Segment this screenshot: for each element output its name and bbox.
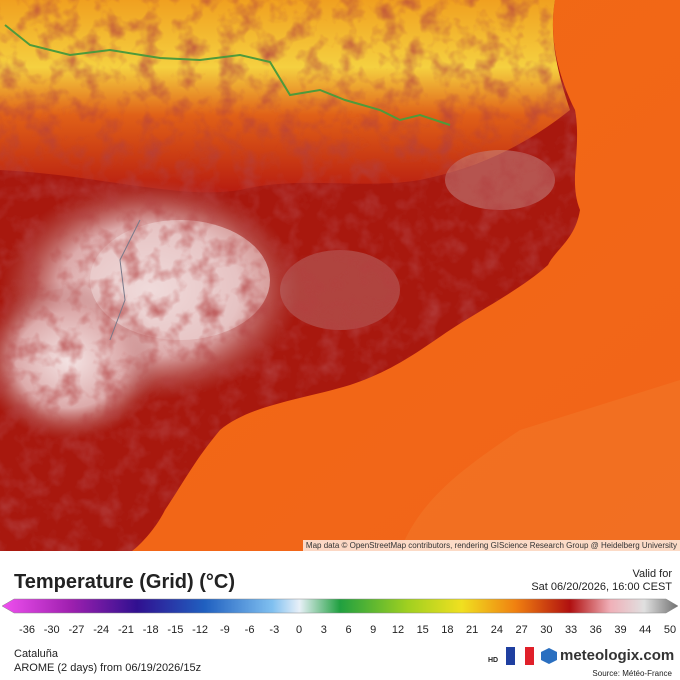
colorbar-tick-label: -27 — [69, 624, 85, 636]
region: Cataluña — [14, 648, 59, 660]
colorbar-tick-label: 24 — [491, 624, 503, 636]
colorbar-tick-label: 44 — [639, 624, 651, 636]
title: Temperature (Grid) (°C) — [14, 571, 235, 593]
colorbar-tick-label: 30 — [540, 624, 552, 636]
colorbar-tick-label: 15 — [417, 624, 429, 636]
colorbar-tick-label: 12 — [392, 624, 404, 636]
colorbar-tick-label: -30 — [44, 624, 60, 636]
hd-label: HD — [488, 657, 499, 664]
valid-time: Sat 06/20/2026, 16:00 CEST — [531, 581, 672, 593]
colorbar-tick-label: 21 — [466, 624, 478, 636]
colorbar-tick-label: 50 — [664, 624, 676, 636]
flag-icon — [506, 647, 534, 665]
temperature-map — [0, 0, 680, 551]
colorbar-tick-label: 6 — [345, 624, 351, 636]
colorbar-tick-label: -21 — [118, 624, 134, 636]
colorbar-tick-label: -9 — [220, 624, 230, 636]
colorbar-tick-label: -24 — [93, 624, 109, 636]
brand-icon — [541, 648, 557, 664]
model-run: AROME (2 days) from 06/19/2026/15z — [14, 662, 202, 674]
valid-label: Valid for — [632, 568, 672, 580]
colorbar-tick-label: -18 — [143, 624, 159, 636]
colorbar-tick-label: 9 — [370, 624, 376, 636]
brand[interactable]: meteologix.com — [560, 647, 675, 664]
colorbar-tick-label: -12 — [192, 624, 208, 636]
colorbar-tick-label: -15 — [167, 624, 183, 636]
colorbar-tick-label: -6 — [245, 624, 255, 636]
colorbar-tick-label: 18 — [441, 624, 453, 636]
colorbar-tick-label: 27 — [515, 624, 527, 636]
legend-panel: Temperature (Grid) (°C) Valid for Sat 06… — [0, 551, 680, 680]
colorbar-tick-label: -3 — [269, 624, 279, 636]
colorbar-tick-label: 0 — [296, 624, 302, 636]
colorbar-tick-label: -36 — [19, 624, 35, 636]
colorbar-tick-label: 3 — [321, 624, 327, 636]
colorbar: -36 -30 -27 -24 -21 -18 -15 -12 -9 -6 -3 0 3 6 9 12 15 18… — [1, 598, 679, 636]
colorbar-tick-label: 33 — [565, 624, 577, 636]
map-attribution: Map data © OpenStreetMap contributors, r… — [302, 540, 680, 551]
colorbar-tick-label: 39 — [614, 624, 626, 636]
colorbar-tick-label: 36 — [590, 624, 602, 636]
source: Source: Météo-France — [592, 669, 672, 678]
